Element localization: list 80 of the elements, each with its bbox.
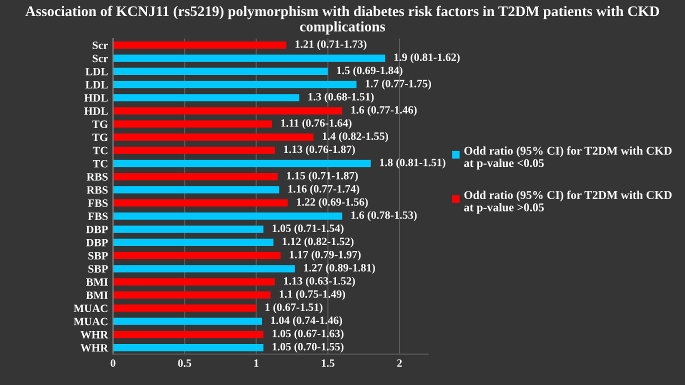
data-label: 1 (0.67-1.51) xyxy=(265,303,322,314)
y-tick-label: Scr xyxy=(92,42,108,50)
data-label: 1.12 (0.82-1.52) xyxy=(282,237,354,248)
bar xyxy=(113,252,281,260)
bar xyxy=(113,226,264,233)
bar xyxy=(113,278,275,286)
y-tick-label: FBS xyxy=(88,199,108,207)
data-label: 1.1 (0.75-1.49) xyxy=(280,290,346,300)
y-tick-label: RBS xyxy=(86,186,108,194)
bar xyxy=(113,146,275,154)
data-label: 1.16 (0.77-1.74) xyxy=(288,184,360,195)
data-label: 1.22 (0.69-1.56) xyxy=(296,198,368,208)
y-tick-label: LDL xyxy=(86,68,108,76)
bar xyxy=(113,291,271,299)
bar xyxy=(113,238,274,246)
y-tick-label: MUAC xyxy=(74,304,108,312)
data-label: 1.11 (0.76-1.64) xyxy=(281,118,352,130)
y-tick-label: HDL xyxy=(84,107,108,115)
bar xyxy=(113,160,371,168)
y-tick-label: FBS xyxy=(88,212,108,220)
data-label: 1.13 (0.76-1.87) xyxy=(284,145,355,156)
data-label: 1.6 (0.78-1.53) xyxy=(351,211,417,222)
y-tick-label: TC xyxy=(92,146,108,154)
data-label: 1.04 (0.74-1.46) xyxy=(271,316,342,326)
y-tick-label: TC xyxy=(92,160,108,168)
data-label: 1.9 (0.81-1.62) xyxy=(394,53,460,64)
x-tick-label: 0 xyxy=(110,359,116,367)
bar xyxy=(113,344,264,352)
bar xyxy=(113,212,342,220)
y-tick-label: HDL xyxy=(84,94,108,102)
bar xyxy=(113,134,314,141)
chart-title: Association of KCNJ11 (rs5219) polymorphism with diabetes risk factors in T2DM patients with CKD complications xyxy=(25,6,660,34)
data-label: 1.05 (0.70-1.55) xyxy=(272,342,344,353)
y-tick-label: RBS xyxy=(86,173,108,181)
bar xyxy=(113,68,328,76)
bar xyxy=(113,318,262,325)
bar xyxy=(113,54,386,62)
y-tick-label: Scr xyxy=(92,54,108,62)
bar xyxy=(113,199,288,207)
bar xyxy=(113,94,300,102)
bar xyxy=(113,80,357,88)
x-tick-label: 0.5 xyxy=(178,359,192,367)
data-label: 1.05 (0.71-1.54) xyxy=(272,224,344,234)
data-label: 1.15 (0.71-1.87) xyxy=(286,172,358,182)
bar xyxy=(113,120,272,128)
legend-label: Odd ratio (95% CI) for T2DM with CKD at p-value <0.05 xyxy=(464,146,672,170)
data-label: 1.13 (0.63-1.52) xyxy=(284,276,355,287)
data-label: 1.4 (0.82-1.55) xyxy=(322,132,388,142)
y-tick-label: BMI xyxy=(86,278,108,286)
data-label: 1.5 (0.69-1.84) xyxy=(337,66,402,76)
bar xyxy=(113,330,264,338)
data-label: 1.17 (0.79-1.97) xyxy=(290,250,361,261)
y-tick-label: SBP xyxy=(88,252,108,260)
y-tick-label: WHR xyxy=(80,344,108,352)
data-label: 1.8 (0.81-1.51) xyxy=(380,158,446,169)
y-tick-label: DBP xyxy=(86,226,108,234)
y-tick-label: BMI xyxy=(86,292,108,299)
x-tick-label: 2 xyxy=(397,359,402,367)
data-label: 1.21 (0.71-1.73) xyxy=(296,40,366,50)
y-tick-label: TG xyxy=(92,134,108,142)
y-tick-label: MUAC xyxy=(74,318,108,326)
bar xyxy=(113,186,280,194)
bar xyxy=(113,41,286,49)
bar xyxy=(113,107,342,114)
y-tick-label: SBP xyxy=(88,265,108,273)
y-tick-label: DBP xyxy=(86,238,108,246)
data-label: 1.7 (0.77-1.75) xyxy=(366,80,432,90)
bar xyxy=(113,265,295,272)
x-tick-label: 1 xyxy=(254,359,258,367)
data-label: 1.6 (0.77-1.46) xyxy=(351,106,417,116)
y-tick-label: WHR xyxy=(80,331,108,338)
y-tick-label: TG xyxy=(92,120,108,128)
data-label: 1.27 (0.89-1.81) xyxy=(304,264,375,274)
bar xyxy=(113,173,278,180)
y-tick-label: LDL xyxy=(86,81,108,88)
x-tick-label: 1.5 xyxy=(322,359,334,367)
data-label: 1.3 (0.68-1.51) xyxy=(308,92,374,103)
bar xyxy=(113,304,256,312)
legend-label: Odd ratio (95% CI) for T2DM with CKD at p-value >0.05 xyxy=(464,190,672,214)
data-label: 1.05 (0.67-1.63) xyxy=(272,329,344,340)
